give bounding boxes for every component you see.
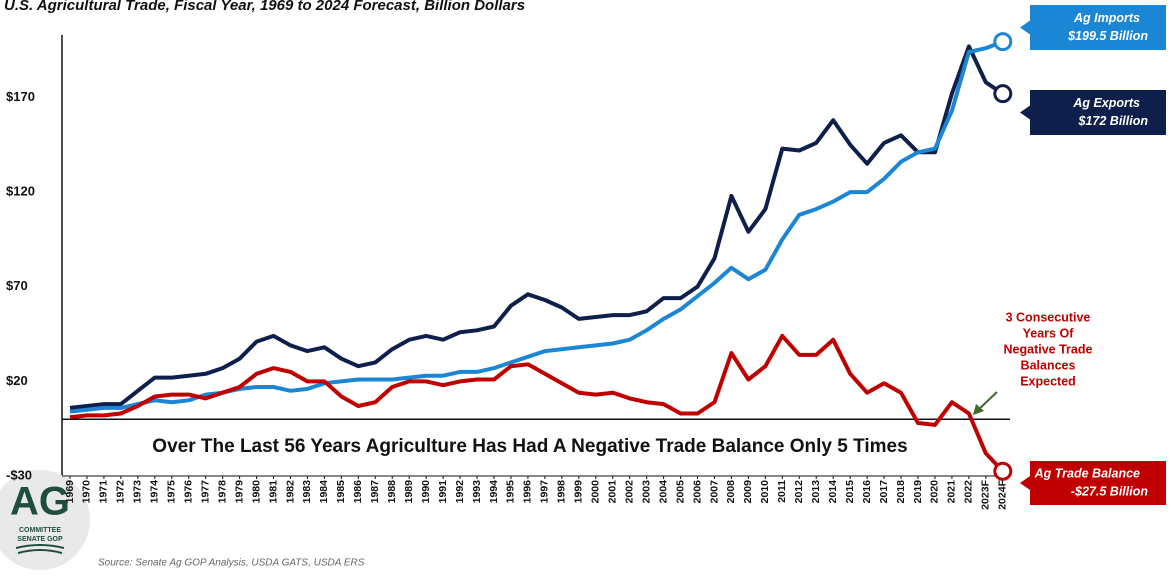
x-tick-label: 2021 — [946, 480, 958, 504]
x-tick-label: 1996 — [522, 480, 534, 504]
y-tick-label: -$30 — [6, 467, 32, 482]
callout-value: $172 Billion — [1078, 114, 1149, 128]
x-tick-label: 1989 — [403, 480, 415, 504]
x-tick-label: 2007 — [708, 480, 720, 504]
x-tick-label: 1994 — [488, 480, 500, 504]
annotation: Negative Trade — [1004, 342, 1093, 356]
callout-value: $199.5 Billion — [1067, 29, 1148, 43]
x-tick-label: 2002 — [623, 480, 635, 504]
x-tick-label: 2013 — [810, 480, 822, 504]
x-tick-label: 2023F — [980, 479, 992, 509]
x-tick-label: 2022 — [963, 480, 975, 504]
legend-entry: Ag Trade Balance — [1034, 466, 1140, 480]
x-tick-label: 1986 — [352, 480, 364, 504]
callout-box — [1020, 90, 1166, 135]
x-tick-label: 1972 — [115, 480, 127, 504]
y-tick-label: $70 — [6, 278, 28, 293]
x-tick-label: 1974 — [149, 480, 161, 504]
legend-entry: Ag Imports — [1073, 11, 1140, 25]
x-tick-label: 1985 — [335, 480, 347, 504]
annotation-arrow — [977, 391, 998, 411]
x-tick-label: 2008 — [725, 480, 737, 504]
logo: AG COMMITTEE SENATE GOP — [0, 470, 90, 570]
x-tick-label: 1976 — [183, 480, 195, 504]
x-tick-label: 1998 — [556, 480, 568, 504]
x-tick-label: 1977 — [199, 480, 211, 504]
x-tick-label: 1969 — [64, 480, 76, 504]
x-tick-label: 1971 — [98, 480, 110, 504]
x-tick-label: 1988 — [386, 480, 398, 504]
x-tick-label: 1980 — [250, 480, 262, 504]
x-tick-label: 2000 — [590, 480, 602, 504]
x-tick-label: 1999 — [573, 480, 585, 504]
logo-waves — [15, 544, 65, 554]
x-tick-label: 2018 — [895, 480, 907, 504]
x-tick-label: 1978 — [216, 480, 228, 504]
x-tick-label: 1997 — [539, 480, 551, 504]
x-tick-label: 1981 — [267, 480, 279, 504]
x-tick-label: 2011 — [776, 480, 788, 503]
x-tick-label: 1991 — [437, 480, 449, 504]
y-tick-label: $120 — [6, 184, 35, 199]
x-tick-label: 1983 — [301, 480, 313, 504]
x-tick-label: 1982 — [284, 480, 296, 504]
annotation: Balances — [1021, 358, 1076, 372]
callout-box — [1020, 5, 1166, 50]
headline: Over The Last 56 Years Agriculture Has H… — [152, 436, 907, 457]
end-marker — [993, 32, 1013, 52]
x-tick-label: 2015 — [844, 480, 856, 504]
x-tick-label: 2004 — [657, 480, 669, 504]
x-tick-label: 2001 — [607, 480, 619, 504]
chart-title: U.S. Agricultural Trade, Fiscal Year, 19… — [4, 0, 525, 14]
x-tick-label: 1970 — [81, 480, 93, 504]
x-tick-label: 1984 — [318, 480, 330, 504]
x-tick-label: 2020 — [929, 480, 941, 504]
series-line — [69, 39, 1004, 414]
x-tick-label: 2003 — [640, 480, 652, 504]
legend-entry: Ag Exports — [1072, 96, 1140, 110]
annotation-arrowhead — [973, 404, 984, 415]
x-tick-label: 2006 — [691, 480, 703, 504]
series-line — [69, 44, 1004, 410]
callout-value: -$27.5 Billion — [1071, 484, 1148, 498]
y-tick-label: $170 — [6, 89, 35, 104]
x-tick-label: 2005 — [674, 480, 686, 504]
source: Source: Senate Ag GOP Analysis, USDA GAT… — [98, 558, 365, 569]
x-tick-label: 1979 — [233, 480, 245, 504]
end-marker — [993, 84, 1013, 104]
logo-line: COMMITTEE — [19, 527, 61, 534]
annotation: 3 Consecutive — [1006, 310, 1091, 324]
logo-badge — [0, 470, 90, 570]
x-tick-label: 1990 — [420, 480, 432, 504]
x-tick-label: 1995 — [505, 480, 517, 504]
x-tick-label: 2017 — [878, 480, 890, 504]
x-tick-label: 2014 — [827, 480, 839, 504]
annotation: Expected — [1020, 374, 1076, 388]
logo-line: SENATE GOP — [17, 536, 63, 543]
y-tick-label: $20 — [6, 373, 28, 388]
x-tick-label: 1993 — [471, 480, 483, 504]
x-tick-label: 2010 — [759, 480, 771, 504]
end-marker — [993, 461, 1013, 481]
callout-box — [1020, 461, 1166, 505]
x-tick-label: 1987 — [369, 480, 381, 504]
logo-mark: AG — [10, 480, 70, 524]
annotation: Years Of — [1023, 326, 1075, 340]
x-tick-label: 2024F — [997, 479, 1009, 509]
x-tick-label: 1973 — [132, 480, 144, 504]
x-tick-label: 2019 — [912, 480, 924, 504]
x-tick-label: 1975 — [166, 480, 178, 504]
x-tick-label: 2016 — [861, 480, 873, 504]
x-tick-label: 1992 — [454, 480, 466, 504]
x-tick-label: 2012 — [793, 480, 805, 504]
x-tick-label: 2009 — [742, 480, 754, 504]
series-line — [69, 333, 1005, 473]
